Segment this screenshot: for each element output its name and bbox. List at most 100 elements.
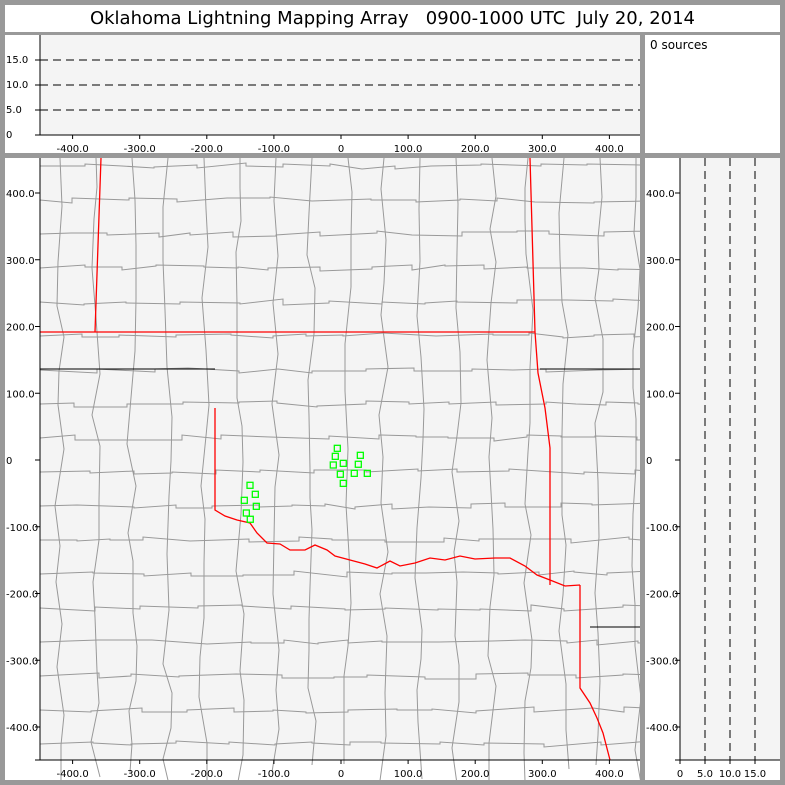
x-tick-label: 0 [677,769,683,780]
county-line [378,158,389,780]
lightning-source-marker [246,515,254,523]
county-line [486,158,497,780]
county-line [39,604,640,612]
altitude-plot: 0 5.0 10.0 15.0 -400.0 -300.0 -200.0 -100.0 0 100… [6,35,640,153]
x-tick-label: 300.0 [528,769,557,780]
x-tick-label: 5.0 [697,769,713,780]
source-count: 0 sources [650,38,708,52]
x-tick-label: -200.0 [191,144,223,153]
y-tick-label: 0 [646,456,652,467]
x-tick-label: -300.0 [124,769,156,780]
county-line [39,196,640,204]
y-tick-label: 200.0 [646,323,675,334]
y-tick-label: -400.0 [646,723,678,734]
x-tick-label: 100.0 [394,144,423,153]
county-line [271,158,280,773]
lightning-source-marker [339,459,347,467]
county-line [558,158,570,770]
lightning-source-marker [331,452,339,460]
y-tick-label: 200.0 [6,323,35,334]
county-line [39,570,640,578]
plan-view-map-panel: 400.0 300.0 200.0 100.0 0 -100.0 -200.0 -300.0 -… [5,158,640,780]
y-tick-label: -200.0 [646,590,678,601]
county-line [90,158,101,778]
county-line [162,158,173,780]
lightning-source-marker [240,496,248,504]
x-tick-label: -200.0 [191,769,223,780]
y-tick-label: 0 [6,456,12,467]
y-tick-label: -400.0 [6,723,38,734]
lightning-source-marker [339,479,347,488]
county-line [40,536,640,544]
x-tick-label: 400.0 [595,144,624,153]
lightning-source-marker [329,461,337,469]
altitude-vs-east-west-panel: 0 5.0 10.0 15.0 -400.0 -300.0 -200.0 -100.0 0 100… [5,35,640,153]
county-line [306,158,317,766]
county-line [39,434,640,442]
county-line [594,158,604,766]
x-tick-label: 200.0 [461,769,490,780]
county-line [198,158,210,780]
county-line [235,158,245,780]
x-tick-label: 0 [338,144,344,153]
lightning-source-marker [246,481,254,489]
plot-area [40,158,640,760]
county-line [39,740,640,748]
county-line [39,264,640,272]
y-tick-label: 10.0 [6,80,28,91]
y-tick-label: 300.0 [646,256,675,267]
county-line [54,158,65,780]
state-border [40,158,611,761]
x-tick-label: -100.0 [258,144,290,153]
x-tick-label: -300.0 [124,144,156,153]
county-line [39,639,640,646]
county-line [631,158,640,780]
plot-title: Oklahoma Lightning Mapping Array 0900-10… [5,5,780,32]
side-altitude-plot: 0 5.0 10.0 15.0 400.0 300.0 200.0 100.0 0 -100.0 -… [646,158,780,780]
county-line [40,162,640,170]
county-boundaries [39,158,640,780]
y-tick-label: 0 [6,130,12,141]
y-tick-label: 5.0 [6,105,22,116]
lightning-source-marker [242,509,250,517]
county-line [39,332,640,339]
y-tick-label: 400.0 [646,189,675,200]
x-tick-label: 400.0 [595,769,624,780]
y-tick-label: 15.0 [6,55,28,66]
y-tick-label: -300.0 [6,656,38,667]
x-tick-label: 100.0 [394,769,423,780]
lightning-source-marker [251,490,259,498]
y-tick-label: 100.0 [6,389,35,400]
lightning-source-marker [336,470,344,478]
lightning-source-marker [333,444,341,452]
y-tick-label: -200.0 [6,590,38,601]
y-tick-label: 100.0 [646,389,675,400]
lightning-source-marker [350,469,358,478]
y-tick-label: 400.0 [6,189,35,200]
altitude-vs-north-south-panel: 0 5.0 10.0 15.0 400.0 300.0 200.0 100.0 0 -100.0 -… [645,158,780,780]
x-tick-label: 10.0 [719,769,741,780]
lightning-source-marker [363,469,371,478]
county-line [39,400,640,408]
county-line [39,706,640,714]
x-tick-label: -100.0 [258,769,290,780]
county-line [39,672,640,680]
county-line [39,298,640,306]
y-tick-label: -300.0 [646,656,678,667]
x-tick-label: 15.0 [744,769,766,780]
x-tick-label: -400.0 [56,144,88,153]
y-tick-label: -100.0 [646,523,678,534]
county-line [39,367,640,374]
y-tick-label: -100.0 [6,523,38,534]
lightning-source-marker [354,460,362,468]
county-line [126,158,138,773]
x-tick-label: 0 [338,769,344,780]
x-tick-label: 200.0 [461,144,490,153]
plan-view-map: 400.0 300.0 200.0 100.0 0 -100.0 -200.0 -300.0 -… [6,158,640,780]
county-line [343,158,353,764]
county-line [39,502,640,510]
county-line [523,158,534,780]
x-tick-label: 300.0 [528,144,557,153]
county-line [414,158,425,780]
source-count-panel: 0 sources [645,35,780,153]
